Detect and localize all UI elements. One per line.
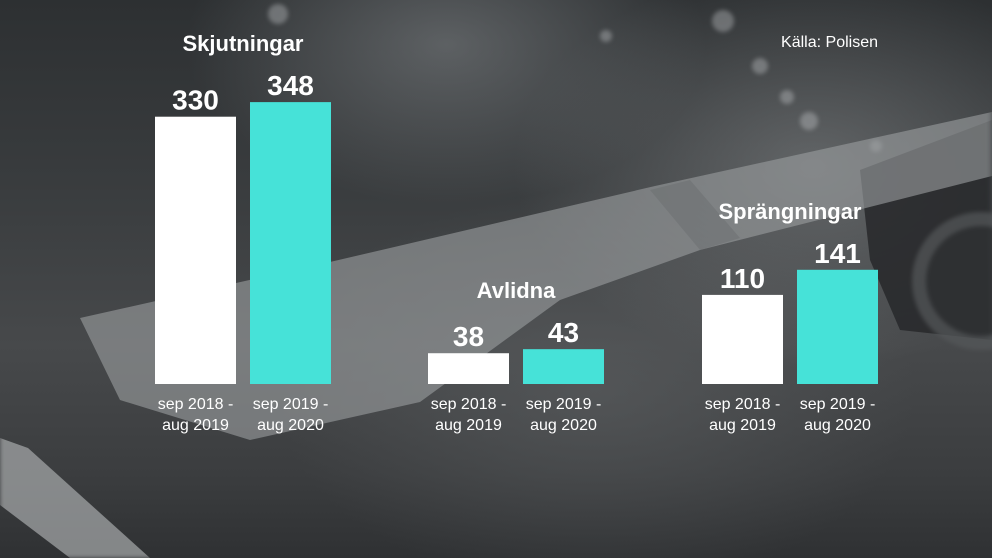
bokeh-light [800,112,818,130]
bokeh-light [600,30,612,42]
value-label: 43 [548,317,579,348]
bar [155,116,236,384]
source-label: Källa: Polisen [781,34,878,51]
bar [797,269,878,384]
chart-title: Sprängningar [718,199,861,224]
chart-sprangningar: 110 sep 2018 -aug 2019 141 sep 2019 -aug 20… [702,199,878,434]
value-label: 110 [720,263,765,294]
bokeh-light [780,90,794,104]
value-label: 330 [172,85,219,116]
bar [428,353,509,384]
value-label: 38 [453,321,484,352]
bar [250,102,331,385]
chart-skjutningar: 330 sep 2018 -aug 2019 348 sep 2019 -aug 20… [155,31,331,434]
chart-title: Skjutningar [182,31,303,56]
bokeh-light [712,10,734,32]
category-label: sep 2018 -aug 2019 [705,396,781,434]
category-label: sep 2018 -aug 2019 [158,396,234,434]
value-label: 348 [267,70,314,101]
value-label: 141 [814,238,861,269]
category-label: sep 2019 -aug 2020 [800,396,876,434]
bar [702,294,783,384]
chart-title: Avlidna [477,278,556,303]
category-label: sep 2019 -aug 2020 [253,396,329,434]
category-label: sep 2018 -aug 2019 [431,396,507,434]
chart-avlidna: 38 sep 2018 -aug 2019 43 sep 2019 -aug 2020… [428,278,604,434]
bar [523,349,604,384]
bokeh-light [268,4,288,24]
category-label: sep 2019 -aug 2020 [526,396,602,434]
bokeh-light [752,58,768,74]
